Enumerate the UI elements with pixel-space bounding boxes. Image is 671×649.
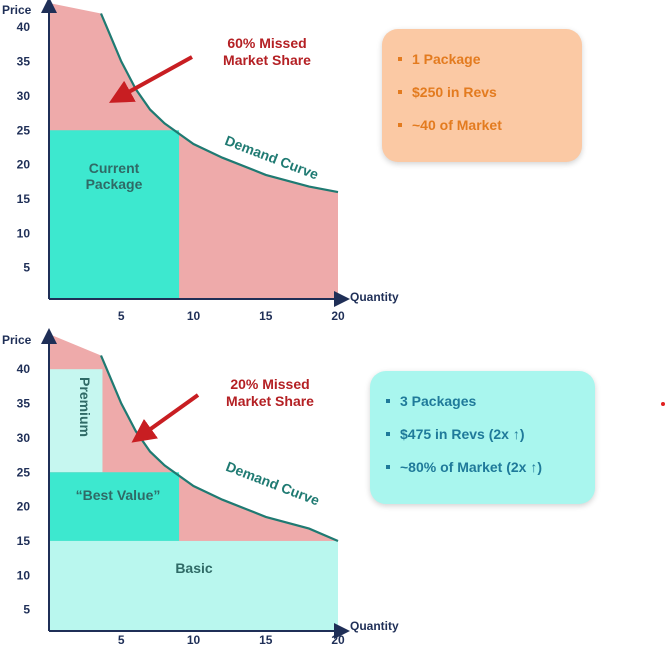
x-axis-label: Quantity [350, 619, 399, 633]
x-tick-label: 10 [187, 633, 201, 647]
summary-item-revenue: $475 in Revs (2x ↑) [382, 418, 583, 451]
x-axis-label: Quantity [350, 290, 399, 304]
y-tick-label: 5 [23, 261, 30, 275]
y-tick-label: 20 [17, 158, 31, 172]
summary-item-market: ~80% of Market (2x ↑) [382, 451, 583, 484]
y-tick-label: 30 [17, 89, 31, 103]
x-tick-label: 15 [259, 309, 273, 323]
package-label: Package [86, 176, 143, 192]
x-tick-label: 5 [118, 309, 125, 323]
y-axis-label: Price [2, 3, 32, 17]
y-tick-label: 15 [17, 192, 31, 206]
y-tick-label: 25 [17, 465, 31, 479]
package-box-current [49, 130, 180, 299]
y-tick-label: 5 [23, 603, 30, 617]
x-tick-label: 15 [259, 633, 273, 647]
summary-item-revenue: $250 in Revs [394, 76, 570, 109]
y-tick-label: 30 [17, 431, 31, 445]
x-tick-label: 5 [118, 633, 125, 647]
demand-curve-line [99, 13, 339, 194]
y-tick-label: 40 [17, 20, 31, 34]
summary-item-packages: 1 Package [394, 43, 570, 76]
demand-curve-line [99, 355, 339, 543]
package-label: Current [89, 160, 140, 176]
red-dot [661, 402, 665, 406]
demand-curve-label: Demand Curve [224, 458, 322, 508]
missed-share-annotation: 60% Missed [227, 35, 306, 51]
package-box-premium [49, 369, 103, 473]
package-box-best-value [49, 472, 180, 541]
y-tick-label: 20 [17, 500, 31, 514]
y-axis-label: Price [2, 333, 32, 347]
missed-share-annotation: 20% Missed [230, 376, 309, 392]
y-tick-label: 35 [17, 55, 31, 69]
package-label: Premium [77, 377, 93, 437]
summary-box-three-packages: 3 Packages $475 in Revs (2x ↑) ~80% of M… [370, 371, 595, 504]
summary-item-market: ~40 of Market [394, 109, 570, 142]
y-tick-label: 25 [17, 123, 31, 137]
summary-box-current: 1 Package $250 in Revs ~40 of Market [382, 29, 582, 162]
y-tick-label: 35 [17, 397, 31, 411]
y-tick-label: 10 [17, 226, 31, 240]
chart-three-packages: Premium “Best Value” Basic Price Quantity 5 10… [2, 328, 399, 647]
y-tick-label: 10 [17, 568, 31, 582]
y-tick-label: 40 [17, 362, 31, 376]
missed-share-annotation: Market Share [223, 52, 311, 68]
x-tick-label: 20 [331, 309, 345, 323]
package-box-basic [49, 540, 338, 631]
missed-share-annotation: Market Share [226, 393, 314, 409]
x-tick-label: 10 [187, 309, 201, 323]
arrow-icon [108, 55, 193, 103]
y-tick-label: 15 [17, 534, 31, 548]
arrow-icon [131, 393, 200, 443]
package-label: Basic [175, 560, 213, 576]
package-label: “Best Value” [76, 487, 161, 503]
x-tick-label: 20 [331, 633, 345, 647]
summary-item-packages: 3 Packages [382, 385, 583, 418]
